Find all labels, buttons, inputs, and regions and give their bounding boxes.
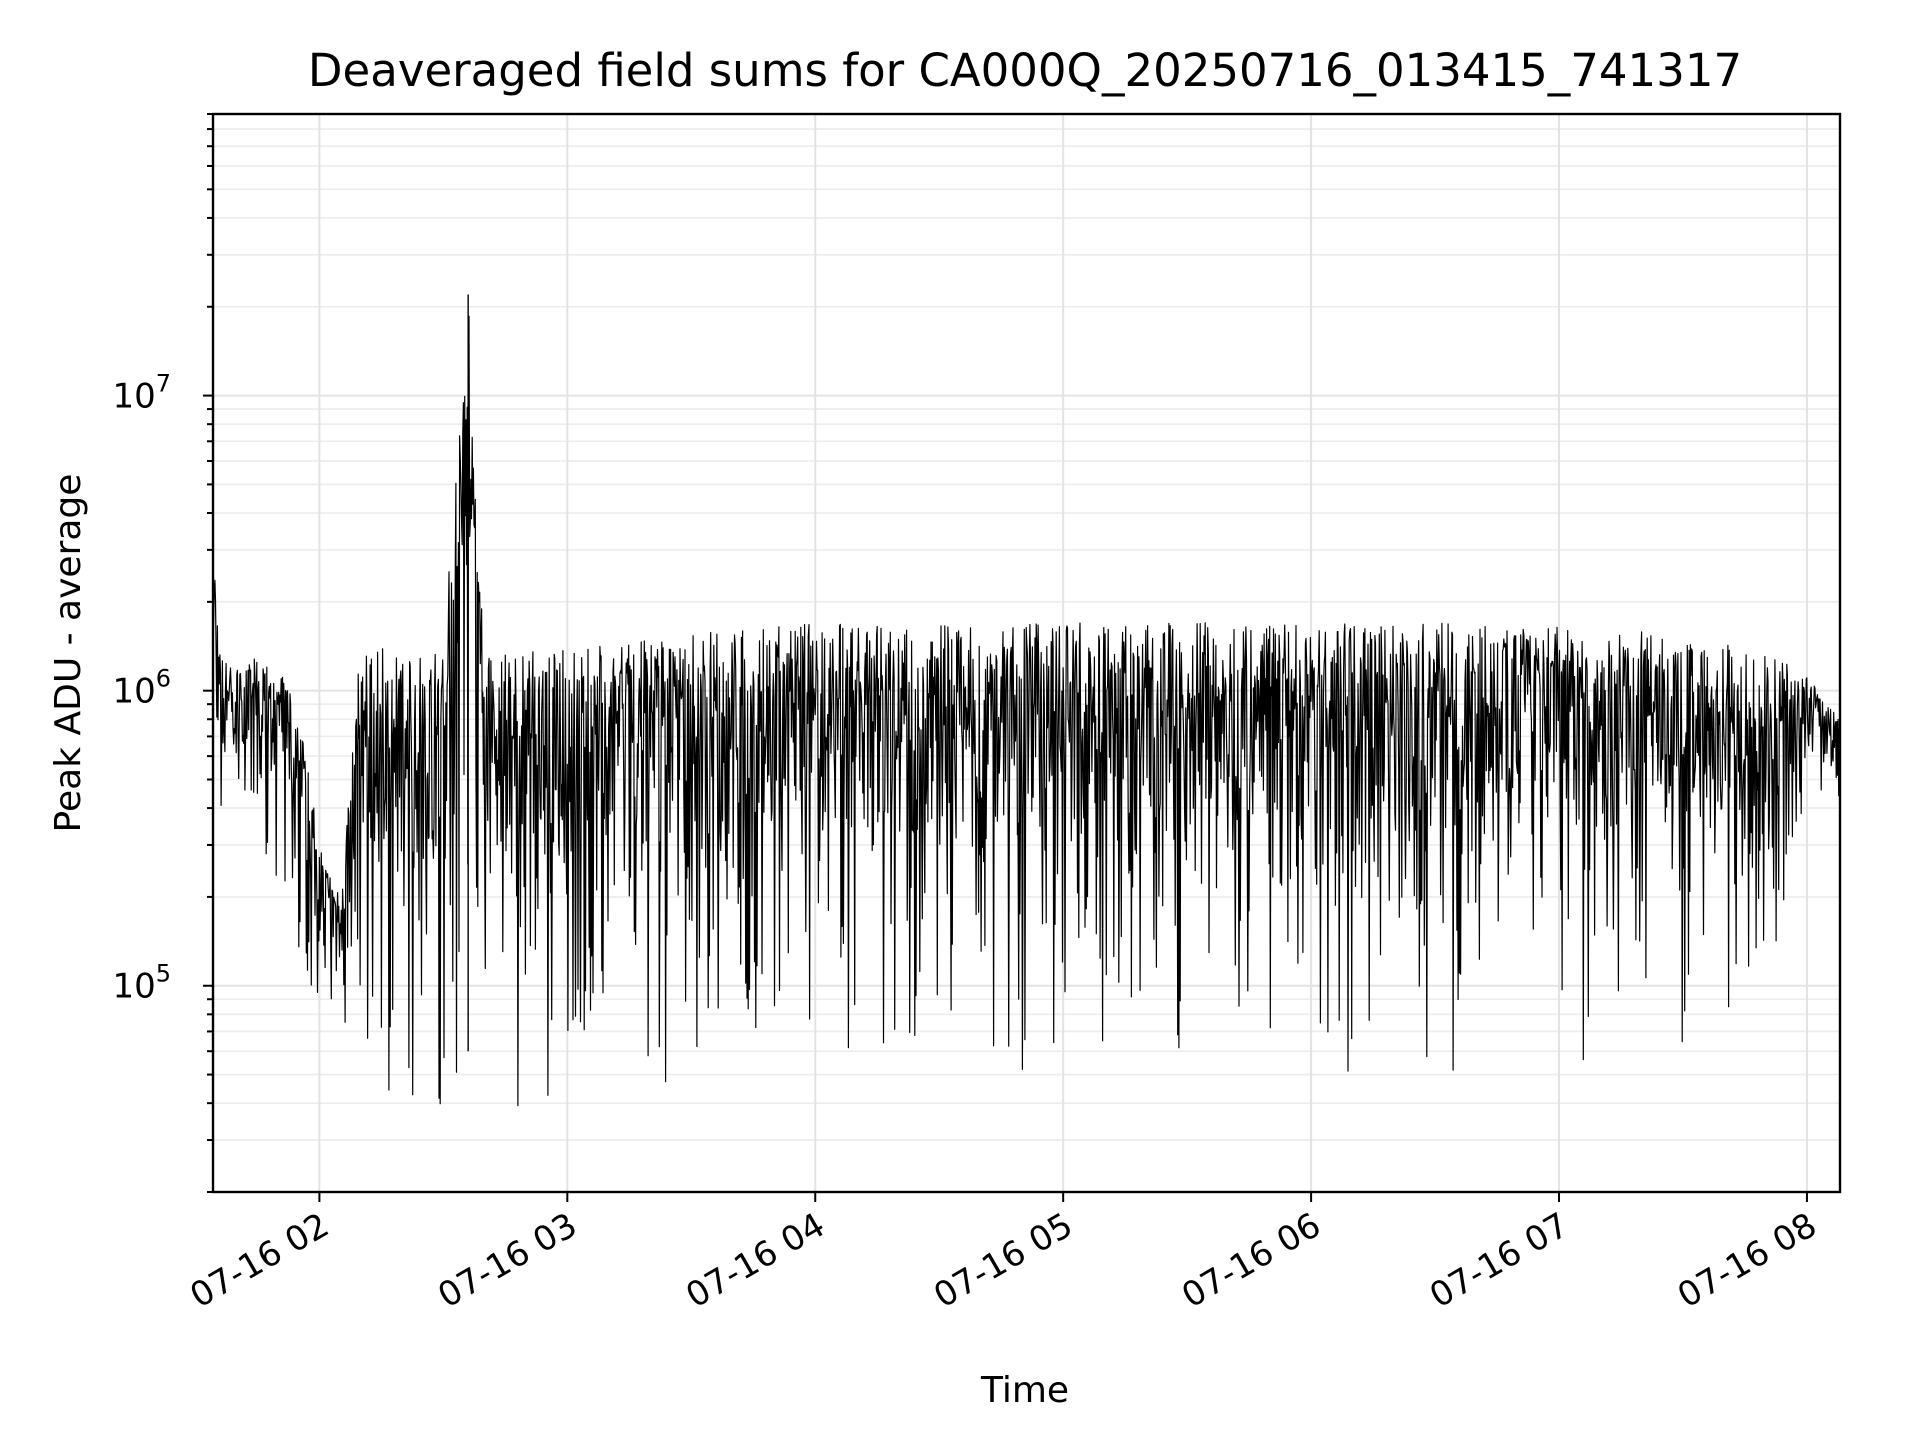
- y-tick-label: 105: [112, 960, 171, 1007]
- y-tick-label: 107: [112, 370, 171, 417]
- plot-frame: [211, 112, 1842, 1194]
- y-tick-label: 106: [112, 665, 171, 712]
- x-tick-label: 07-16 05: [927, 1205, 1079, 1316]
- x-tick-label: 07-16 06: [1175, 1205, 1327, 1316]
- x-tick-label: 07-16 02: [184, 1205, 336, 1316]
- x-tick-label: 07-16 07: [1423, 1205, 1575, 1316]
- x-axis-tick-labels: 07-16 02 07-16 03 07-16 04 07-16 05 07-16 06…: [184, 1205, 1824, 1316]
- x-tick-label: 07-16 04: [679, 1205, 831, 1316]
- chart-title: Deaveraged field sums for CA000Q_2025071…: [308, 44, 1742, 97]
- axis-ticks: [203, 113, 1808, 1202]
- series-line: [212, 315, 1841, 1107]
- series-layer: [212, 294, 1841, 1107]
- x-tick-label: 07-16 08: [1671, 1205, 1823, 1316]
- y-axis-tick-labels: 105 106 107: [112, 370, 171, 1007]
- y-axis-label: Peak ADU - average: [48, 474, 89, 833]
- x-axis-label: Time: [980, 1370, 1069, 1411]
- x-tick-label: 07-16 03: [431, 1205, 583, 1316]
